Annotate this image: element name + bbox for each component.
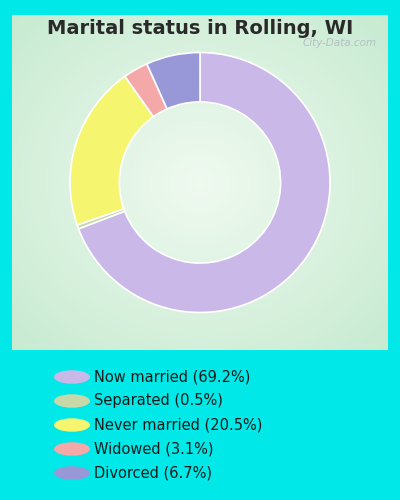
Wedge shape <box>147 52 200 109</box>
Text: Separated (0.5%): Separated (0.5%) <box>94 394 223 408</box>
Wedge shape <box>78 52 330 312</box>
Wedge shape <box>70 76 154 225</box>
Text: Marital status in Rolling, WI: Marital status in Rolling, WI <box>47 19 353 38</box>
Text: City-Data.com: City-Data.com <box>302 38 377 48</box>
Wedge shape <box>125 64 167 116</box>
Text: Now married (69.2%): Now married (69.2%) <box>94 370 250 384</box>
Circle shape <box>54 394 90 408</box>
Circle shape <box>54 466 90 480</box>
Circle shape <box>54 442 90 456</box>
Wedge shape <box>77 209 125 229</box>
Circle shape <box>54 370 90 384</box>
Text: Widowed (3.1%): Widowed (3.1%) <box>94 442 214 456</box>
Text: Divorced (6.7%): Divorced (6.7%) <box>94 466 212 480</box>
Circle shape <box>54 418 90 432</box>
Text: Never married (20.5%): Never married (20.5%) <box>94 418 262 432</box>
